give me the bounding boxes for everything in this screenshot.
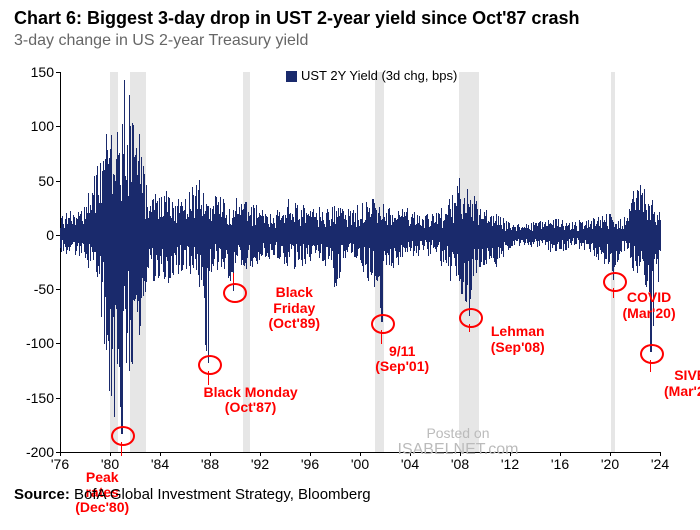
annotation-circle [371, 314, 395, 334]
x-axis-label: '24 [645, 456, 675, 472]
y-axis-label: 100 [14, 118, 54, 134]
chart-title-sub: 3-day change in US 2-year Treasury yield [14, 32, 308, 50]
annotation-connector [469, 324, 470, 332]
annotation-label-line: Friday [269, 301, 321, 316]
y-axis-label: -150 [14, 390, 54, 406]
annotation-label-line: SIVB [664, 368, 700, 383]
annotation-label-line: (Sep'08) [491, 340, 545, 355]
annotation-label: SIVB(Mar'23) [664, 368, 700, 399]
annotation-label-line: (Sep'01) [375, 359, 429, 374]
annotation-label: Lehman(Sep'08) [491, 324, 545, 355]
y-axis-label: 0 [14, 227, 54, 243]
y-tick [56, 398, 60, 399]
annotation-label-line: Lehman [491, 324, 545, 339]
y-tick [56, 343, 60, 344]
chart-source: Source: BofA Global Investment Strategy,… [14, 486, 371, 503]
x-axis-label: '16 [545, 456, 575, 472]
annotation-label-line: (Oct'87) [204, 400, 298, 415]
annotation-connector [650, 360, 651, 372]
annotation-connector [208, 371, 209, 385]
x-axis-label: '20 [595, 456, 625, 472]
annotation-label-line: 9/11 [375, 344, 429, 359]
x-axis-label: '96 [295, 456, 325, 472]
legend-label: UST 2Y Yield (3d chg, bps) [301, 68, 457, 83]
x-axis-label: '88 [195, 456, 225, 472]
chart-title-main: Chart 6: Biggest 3-day drop in UST 2-yea… [14, 8, 579, 29]
annotation-circle [603, 272, 627, 292]
annotation-label-line: Black [269, 285, 321, 300]
y-axis-label: -100 [14, 335, 54, 351]
annotation-label-line: COVID [623, 290, 676, 305]
y-tick [56, 181, 60, 182]
x-axis-label: '76 [45, 456, 75, 472]
annotation-label-line: (Oct'89) [269, 316, 321, 331]
y-tick [56, 126, 60, 127]
annotation-label-line: (Mar'23) [664, 384, 700, 399]
source-text: BofA Global Investment Strategy, Bloombe… [74, 486, 371, 503]
source-label: Source: [14, 486, 70, 503]
chart-legend: UST 2Y Yield (3d chg, bps) [286, 68, 457, 83]
annotation-connector [381, 330, 382, 344]
watermark-line1: Posted on [398, 425, 519, 441]
annotation-circle [111, 426, 135, 446]
x-axis-label: '84 [145, 456, 175, 472]
x-axis-label: '00 [345, 456, 375, 472]
annotation-connector [613, 288, 614, 298]
annotation-connector [233, 273, 234, 283]
annotation-label: 9/11(Sep'01) [375, 344, 429, 375]
chart-watermark: Posted onISABELNET.com [398, 425, 519, 459]
x-axis-label: '92 [245, 456, 275, 472]
y-axis-label: -50 [14, 281, 54, 297]
annotation-label-line: Black Monday [204, 385, 298, 400]
data-bar [660, 220, 661, 243]
annotation-label-line: Peak [75, 470, 129, 485]
annotation-circle [640, 344, 664, 364]
y-axis-label: 50 [14, 173, 54, 189]
annotation-circle [198, 355, 222, 375]
data-bar-extreme [121, 235, 123, 434]
annotation-label-line: (Mar'20) [623, 306, 676, 321]
annotation-label: Black Monday(Oct'87) [204, 385, 298, 416]
y-tick [56, 72, 60, 73]
y-axis-label: 150 [14, 64, 54, 80]
annotation-circle [223, 283, 247, 303]
watermark-line2: ISABELNET.com [398, 441, 519, 459]
annotation-label: BlackFriday(Oct'89) [269, 285, 321, 331]
legend-marker-icon [286, 71, 297, 82]
annotation-circle [459, 308, 483, 328]
annotation-label: COVID(Mar'20) [623, 290, 676, 321]
data-bar-extreme [469, 235, 471, 316]
data-bar-extreme [381, 235, 383, 322]
data-bar-extreme [208, 235, 210, 363]
y-axis-line [60, 72, 61, 452]
y-tick [56, 289, 60, 290]
annotation-connector [121, 442, 122, 456]
chart-plot-area: 150100500-50-100-150-200'76'80'84'88'92'… [60, 72, 660, 452]
